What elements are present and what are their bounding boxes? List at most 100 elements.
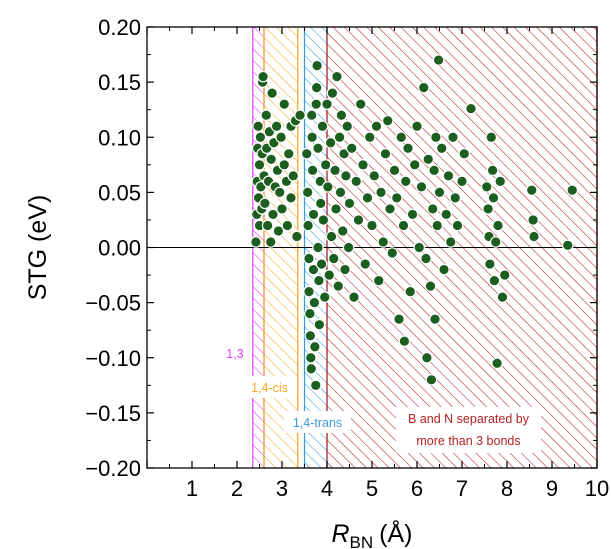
data-point: [485, 131, 498, 144]
y-tick-label: 0.00: [98, 236, 141, 261]
data-point: [480, 181, 493, 193]
axes: 1 2 3 4 5 6 7 8 9 10 0.20 0.15 0.10 0.05 0.00 −0.05 −0.1…: [24, 15, 609, 549]
data-point: [486, 164, 499, 177]
data-point: [317, 214, 330, 226]
data-point: [273, 186, 286, 199]
data-point: [421, 351, 433, 364]
data-point: [498, 269, 511, 281]
data-point: [426, 203, 439, 215]
data-point: [285, 192, 297, 204]
data-point: [254, 131, 267, 144]
data-point: [456, 175, 468, 188]
data-point: [314, 197, 327, 210]
data-point: [429, 313, 441, 325]
x-tick-label: 2: [231, 476, 243, 501]
data-point: [366, 219, 378, 232]
data-point: [363, 131, 376, 144]
data-point: [399, 175, 412, 188]
data-point: [428, 164, 440, 177]
data-point: [311, 59, 323, 72]
y-tick-label: −0.20: [85, 456, 141, 481]
data-point: [438, 263, 450, 276]
data-point: [278, 159, 291, 171]
x-tick-label: 8: [501, 476, 513, 501]
data-point: [315, 258, 328, 270]
data-point: [330, 203, 342, 215]
data-point: [326, 87, 339, 99]
data-point: [393, 313, 405, 325]
data-point: [397, 219, 410, 232]
data-point: [287, 170, 300, 182]
data-point: [322, 181, 334, 193]
data-point: [417, 81, 430, 94]
region-label: 1,4-trans: [293, 416, 342, 430]
data-point: [301, 186, 314, 199]
data-point: [323, 269, 336, 281]
region-label-box: [221, 342, 249, 364]
x-tick-label: 7: [456, 476, 468, 501]
x-tick-label: 5: [366, 476, 378, 501]
data-point: [303, 285, 315, 298]
region-label: more than 3 bonds: [416, 434, 520, 448]
data-point: [566, 184, 579, 196]
region-label-box: [242, 376, 297, 398]
data-point: [413, 241, 426, 254]
data-point: [313, 274, 325, 287]
data-point: [388, 164, 401, 177]
x-tick-label: 1: [186, 476, 198, 501]
data-point: [525, 184, 538, 196]
data-point: [411, 120, 423, 133]
data-points: [250, 54, 579, 392]
data-point: [307, 263, 320, 276]
data-point: [527, 214, 539, 226]
data-point: [350, 175, 363, 188]
data-point: [335, 109, 348, 121]
region-label-box: [396, 407, 541, 453]
y-tick-label: 0.20: [98, 15, 141, 40]
data-point: [489, 236, 502, 248]
data-point: [313, 318, 326, 331]
data-point: [308, 296, 321, 309]
data-point: [408, 159, 421, 171]
data-point: [359, 258, 372, 270]
data-point: [528, 230, 540, 243]
x-tick-label: 6: [411, 476, 423, 501]
data-point: [425, 373, 438, 386]
data-point: [307, 208, 320, 221]
data-point: [305, 109, 318, 121]
data-point: [404, 285, 417, 298]
data-point: [361, 192, 374, 204]
data-point: [342, 241, 355, 254]
data-point: [278, 98, 291, 110]
data-point: [377, 236, 390, 248]
data-point: [309, 379, 322, 392]
data-point: [561, 239, 574, 252]
data-point: [304, 329, 317, 342]
data-point: [272, 225, 285, 237]
y-tick-label: −0.10: [85, 346, 141, 371]
data-point: [430, 131, 442, 144]
data-point: [341, 120, 354, 133]
region-label: B and N separated by: [408, 412, 530, 426]
y-tick-label: 0.10: [98, 125, 141, 150]
data-point: [375, 186, 387, 199]
y-tick-label: 0.05: [98, 180, 141, 205]
data-point: [352, 214, 365, 226]
data-point: [334, 186, 347, 199]
data-point: [264, 236, 277, 248]
data-point: [306, 164, 319, 177]
data-point: [415, 181, 428, 193]
data-point: [312, 241, 324, 254]
data-point: [370, 120, 383, 133]
data-point: [294, 109, 306, 121]
data-point: [310, 81, 323, 94]
data-point: [420, 252, 432, 265]
data-point: [465, 102, 477, 115]
y-tick-label: 0.15: [98, 70, 141, 95]
data-point: [357, 159, 369, 171]
data-point: [300, 147, 313, 160]
data-point: [386, 247, 399, 259]
data-point: [447, 131, 459, 144]
data-point: [321, 98, 333, 110]
